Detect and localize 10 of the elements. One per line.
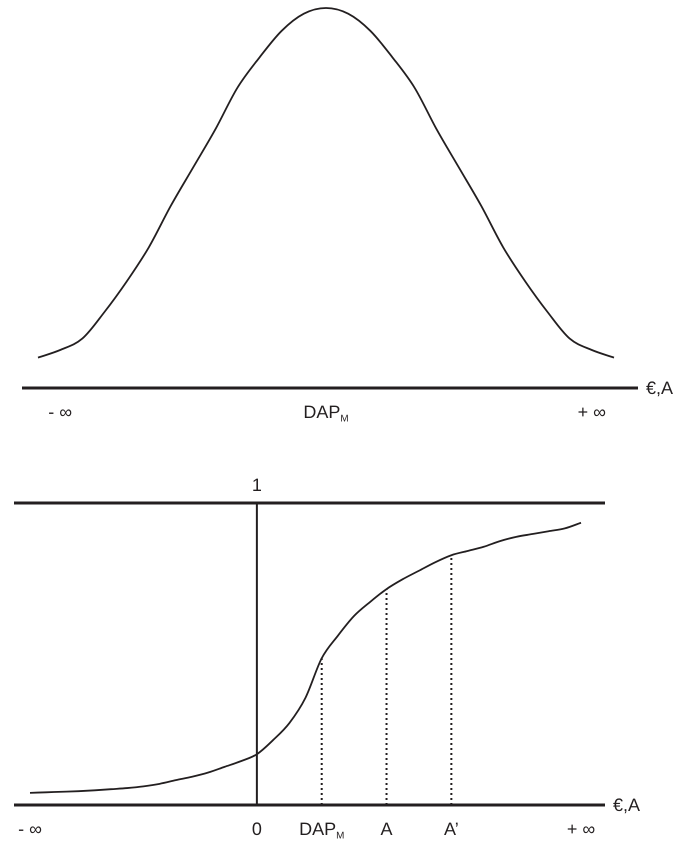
x-tick-label: + ∞ bbox=[566, 819, 596, 839]
x-tick-label: - ∞ bbox=[48, 402, 72, 422]
x-tick-label: A’ bbox=[444, 819, 459, 839]
x-tick-label: A bbox=[380, 819, 393, 839]
x-tick-label: + ∞ bbox=[578, 402, 606, 422]
x-tick-label: - ∞ bbox=[18, 819, 42, 839]
x-axis-title: €,A bbox=[613, 795, 640, 815]
ref-line-label: 1 bbox=[252, 475, 262, 495]
x-tick-label: 0 bbox=[252, 819, 262, 839]
x-axis-title: €,A bbox=[646, 378, 674, 398]
